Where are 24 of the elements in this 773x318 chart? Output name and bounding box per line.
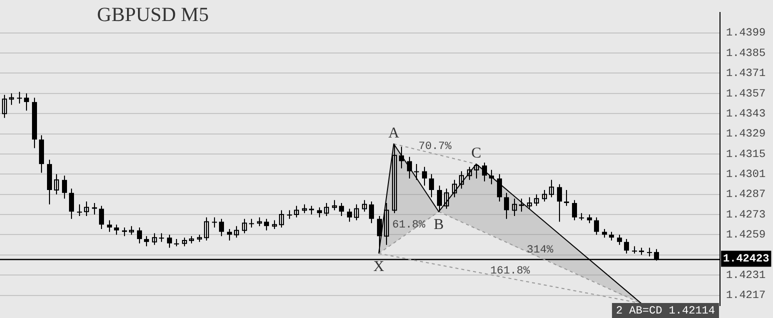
data-label: 2 AB=CD 1.42114 xyxy=(616,305,716,318)
y-tick-label: 1.4385 xyxy=(726,48,766,60)
chart-title: GBPUSD M5 xyxy=(97,4,209,27)
y-tick-label: 1.4287 xyxy=(726,189,766,202)
ref-line-label: 1.42423 xyxy=(723,254,770,266)
data-label: X xyxy=(373,258,384,275)
y-tick-label: 1.4371 xyxy=(726,68,766,80)
series-label: 61.8% xyxy=(392,219,426,232)
y-tick-label: 1.4231 xyxy=(726,270,766,282)
y-tick-label: 1.4343 xyxy=(726,108,766,120)
y-tick-label: 1.4259 xyxy=(726,230,766,242)
y-tick-label: 1.4399 xyxy=(726,28,766,40)
data-label: B xyxy=(434,217,444,234)
y-tick-label: 1.4315 xyxy=(726,148,766,161)
y-tick-label: 1.4329 xyxy=(726,128,766,141)
y-tick-label: 1.4301 xyxy=(726,169,766,182)
y-tick-label: 1.4357 xyxy=(726,88,766,100)
data-label: C xyxy=(471,145,482,162)
series-label: 314% xyxy=(526,244,554,256)
data-label: A xyxy=(388,125,400,142)
series-label: 161.8% xyxy=(490,265,530,278)
series-label: 70.7% xyxy=(418,140,452,153)
y-tick-label: 1.4273 xyxy=(726,209,766,222)
y-tick-label: 1.4217 xyxy=(726,290,766,302)
